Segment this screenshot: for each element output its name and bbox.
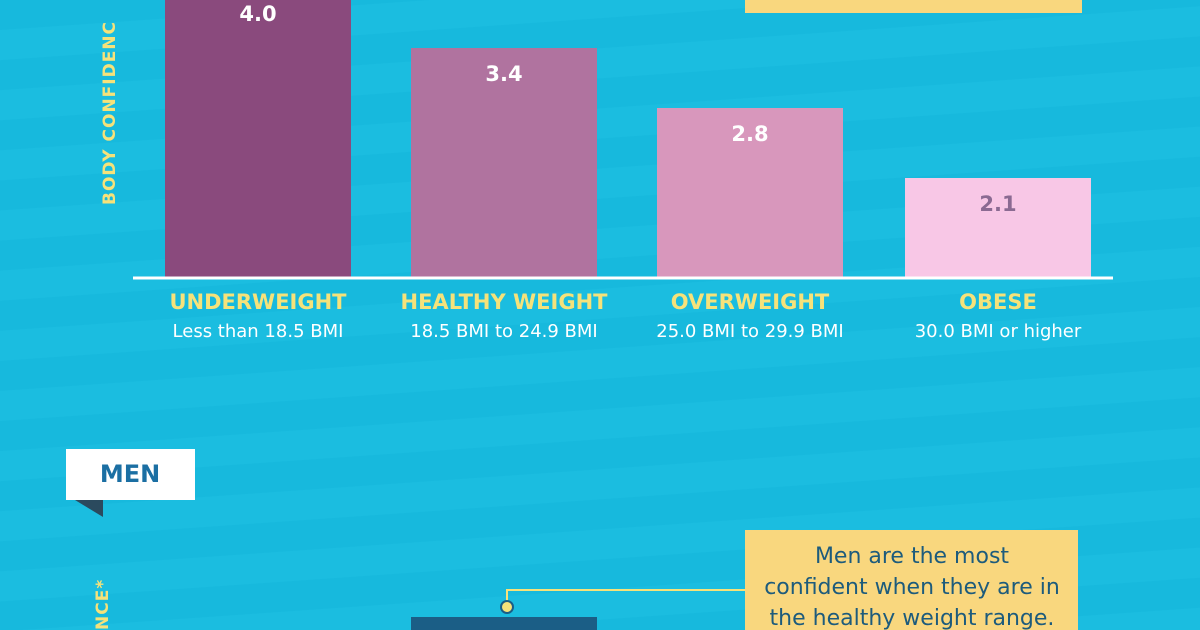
bar-chart: 4.0 UNDERWEIGHT Less than 18.5 BMI 3.4 HEALT… (165, 0, 1091, 342)
category-label: OVERWEIGHT (671, 290, 830, 314)
y-axis-label: BODY CONFIDENC (100, 21, 120, 205)
category-label: OBESE (959, 290, 1037, 314)
category-label: HEALTHY WEIGHT (401, 290, 609, 314)
men-bar (411, 617, 597, 630)
men-y-axis-label: NCE* (93, 579, 113, 630)
value-label: 2.1 (979, 192, 1016, 216)
value-label: 3.4 (485, 62, 522, 86)
callout-line: Men are the most (815, 544, 1009, 569)
tab-tail (75, 500, 103, 517)
men-callout: Men are the most confident when they are … (764, 544, 1060, 630)
men-tab-text: MEN (100, 460, 160, 488)
bar (165, 0, 351, 278)
men-tab (66, 449, 195, 500)
category-sublabel: 30.0 BMI or higher (915, 321, 1082, 342)
callout-line: confident when they are in (764, 575, 1060, 600)
category-sublabel: Less than 18.5 BMI (173, 321, 344, 342)
connector-dot (500, 600, 514, 614)
category-label: UNDERWEIGHT (169, 290, 347, 314)
category-sublabel: 25.0 BMI to 29.9 BMI (656, 321, 844, 342)
bar (657, 108, 843, 278)
category-sublabel: 18.5 BMI to 24.9 BMI (410, 321, 598, 342)
top-callout-box (745, 0, 1082, 13)
men-callout-box (745, 530, 1078, 630)
callout-line: the healthy weight range. (770, 606, 1055, 630)
bar (411, 48, 597, 278)
value-label: 4.0 (239, 2, 276, 26)
value-label: 2.8 (731, 122, 768, 146)
bar (905, 178, 1091, 278)
